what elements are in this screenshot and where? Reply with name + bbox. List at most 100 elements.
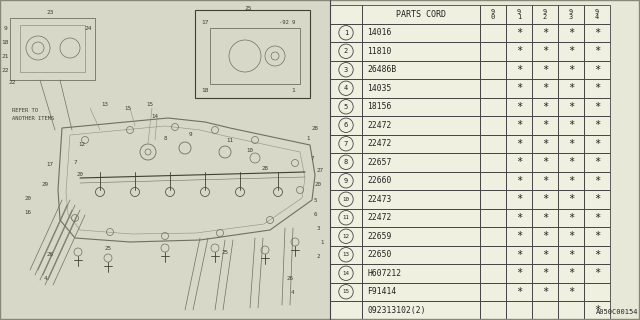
Bar [532,42,558,60]
Text: 3: 3 [344,67,348,73]
Bar [532,209,558,227]
Text: -92 9: -92 9 [279,20,295,25]
Text: *: * [542,102,548,112]
Text: 24: 24 [84,26,92,30]
Text: 10: 10 [246,148,253,153]
Bar [584,153,610,172]
Text: 20: 20 [24,196,31,201]
Bar [330,301,362,319]
Bar [506,283,532,301]
Bar [362,283,480,301]
Text: *: * [516,46,522,56]
Bar [330,60,362,79]
Bar [480,134,506,153]
Text: 29: 29 [42,182,49,188]
Text: *: * [594,102,600,112]
Bar [362,227,480,245]
Text: 7: 7 [344,141,348,147]
Text: 7: 7 [73,159,77,164]
Bar [330,5,610,319]
Text: F91414: F91414 [367,287,396,296]
Text: *: * [594,231,600,241]
Text: 17: 17 [47,163,54,167]
Text: 9
2: 9 2 [543,9,547,20]
Text: 14: 14 [342,271,349,276]
Bar [584,283,610,301]
Text: 25: 25 [244,5,252,11]
Bar [558,264,584,283]
Text: *: * [568,231,574,241]
Text: *: * [516,65,522,75]
Text: *: * [516,231,522,241]
Bar [362,134,480,153]
Text: *: * [568,157,574,167]
Text: 21: 21 [1,54,9,60]
Bar [506,301,532,319]
Bar [362,209,480,227]
Bar [532,283,558,301]
Text: *: * [542,213,548,223]
Text: 9
4: 9 4 [595,9,599,20]
Text: *: * [516,250,522,260]
Bar [532,172,558,190]
Text: *: * [542,231,548,241]
Text: *: * [594,250,600,260]
Bar [584,227,610,245]
Circle shape [339,248,353,262]
Text: 28: 28 [262,165,269,171]
Bar [506,42,532,60]
Bar [532,23,558,42]
Text: *: * [594,157,600,167]
Bar [330,116,362,134]
Bar [480,301,506,319]
Text: *: * [568,65,574,75]
Text: 14035: 14035 [367,84,392,93]
Text: 22: 22 [8,81,16,85]
Bar [532,79,558,98]
Bar [558,116,584,134]
Text: *: * [568,28,574,38]
Bar [584,23,610,42]
Bar [480,60,506,79]
Text: *: * [568,139,574,149]
Circle shape [339,173,353,188]
Circle shape [339,62,353,77]
Bar [532,190,558,209]
Bar [584,172,610,190]
Bar [558,79,584,98]
Text: 20: 20 [314,182,321,188]
Text: 1: 1 [344,30,348,36]
Text: 18: 18 [201,87,209,92]
Text: 15: 15 [125,106,131,110]
Bar [480,227,506,245]
Text: *: * [568,213,574,223]
Bar [480,172,506,190]
Bar [532,153,558,172]
Bar [362,301,480,319]
Bar [532,134,558,153]
Circle shape [339,137,353,151]
Bar [362,172,480,190]
Bar [558,301,584,319]
Bar [330,5,362,23]
Bar [506,134,532,153]
Bar [558,98,584,116]
Bar [330,190,362,209]
Text: 2: 2 [316,254,320,260]
Text: 4: 4 [44,276,47,281]
Text: *: * [594,120,600,130]
Text: 1: 1 [291,87,295,92]
Bar [532,301,558,319]
Bar [584,42,610,60]
Text: *: * [594,268,600,278]
Text: 15: 15 [147,101,154,107]
Bar [330,134,362,153]
Bar [506,116,532,134]
Text: 28: 28 [312,125,319,131]
Text: *: * [568,268,574,278]
Text: 9: 9 [3,26,7,30]
Bar [362,23,480,42]
Text: *: * [516,120,522,130]
Text: 14016: 14016 [367,28,392,37]
Bar [330,79,362,98]
